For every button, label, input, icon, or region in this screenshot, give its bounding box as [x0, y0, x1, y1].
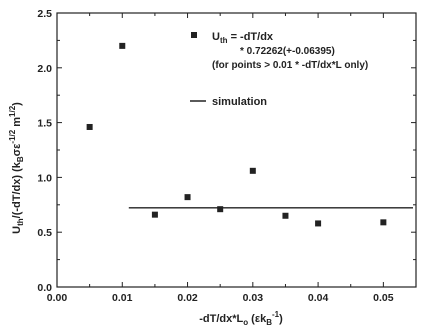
data-point [119, 42, 126, 49]
y-tick-label: 2.5 [37, 8, 52, 20]
plot-frame-group [56, 12, 417, 288]
data-point [151, 211, 158, 218]
legend-line-label: simulation [212, 96, 267, 108]
legend-fit-note: (for points > 0.01 * -dT/dx*L only) [212, 60, 368, 71]
legend-marker-symbol [191, 32, 197, 38]
x-tick-label: 0.03 [243, 292, 264, 304]
x-tick-label: 0.02 [177, 292, 198, 304]
data-point [315, 220, 322, 227]
data-point [249, 167, 256, 174]
data-point [217, 206, 224, 213]
x-tick-label: 0.05 [373, 292, 394, 304]
legend-fit-value: * 0.72262(+-0.06395) [240, 46, 335, 57]
data-marks [86, 42, 413, 227]
y-tick-label: 0.0 [37, 282, 52, 294]
y-tick-label: 2.0 [37, 63, 52, 75]
y-axis-label: Uth/(-dT/dx) (kBσε-1/2 m1/2) [8, 102, 25, 234]
x-tick-label: 0.01 [112, 292, 133, 304]
tick-labels: 0.00 0.01 0.02 0.03 0.04 0.05 0.0 0.5 1.0 1.5 2.0 2… [37, 8, 393, 304]
x-tick-label: 0.00 [47, 292, 68, 304]
data-point [282, 212, 289, 219]
y-tick-label: 1.5 [37, 118, 52, 130]
plot-frame [56, 12, 417, 288]
data-point [380, 219, 387, 226]
data-point [86, 123, 93, 130]
y-tick-label: 0.5 [37, 227, 52, 239]
x-axis-label: -dT/dx*Lo (εkB-1) [199, 310, 283, 327]
y-tick-label: 1.0 [37, 172, 52, 184]
legend: Uth = -dT/dx * 0.72262(+-0.06395) (for p… [190, 31, 368, 108]
legend-series-label: Uth = -dT/dx [212, 31, 274, 45]
data-point [184, 194, 191, 201]
x-tick-label: 0.04 [308, 292, 329, 304]
